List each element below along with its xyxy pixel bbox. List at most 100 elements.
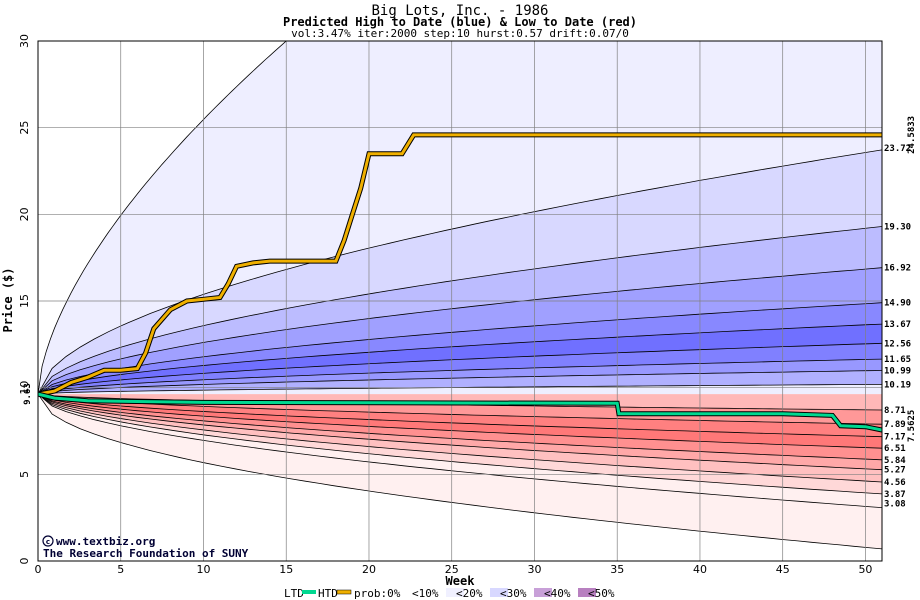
y-tick-label: 0 (18, 558, 31, 565)
percentile-end-label: 4.56 (884, 478, 906, 488)
upper-band (38, 302, 882, 395)
legend-prob-swatch (490, 588, 508, 597)
percentile-end-label: 3.87 (884, 490, 906, 500)
lower-band (38, 394, 882, 494)
y-tick-label: 5 (18, 471, 31, 478)
lower-band (38, 394, 882, 549)
legend-htd-swatch (336, 589, 352, 595)
percentile-curve (38, 393, 882, 483)
percentile-end-label: 6.51 (884, 444, 906, 454)
lower-band (38, 394, 882, 449)
upper-band (38, 370, 882, 395)
htd-series-line (38, 133, 882, 396)
legend: LTD HTD prob:0% <10% <20% <30% <40% <50% (284, 587, 615, 600)
percentile-curve (38, 393, 882, 438)
copyright-icon-letter: c (46, 538, 50, 546)
percentile-curve (38, 393, 882, 508)
percentile-end-label: 14.90 (884, 299, 911, 309)
credit-block: c www.textbiz.org The Research Foundatio… (42, 535, 249, 560)
y-tick-label: 10 (18, 381, 31, 395)
upper-band (38, 343, 882, 395)
y-axis-label: Price ($) (1, 267, 15, 332)
legend-prob-swatch (446, 588, 464, 597)
lower-band (38, 394, 882, 470)
y-tick-label: 25 (18, 121, 31, 135)
percentile-curve (38, 393, 882, 471)
legend-prob-swatch (402, 588, 420, 597)
legend-prob-item: <10% (412, 587, 439, 600)
percentile-curve (38, 393, 882, 550)
x-tick-label: 45 (776, 563, 790, 576)
legend-prob-item: <40% (544, 587, 571, 600)
x-tick-label: 10 (196, 563, 210, 576)
legend-prob-item: <30% (500, 587, 527, 600)
plot-area: 0 5 10 15 20 25 30 35 40 45 50 0 5 10 15 20 25 30 9.63 23.7… (18, 34, 917, 576)
percentile-curve (38, 342, 882, 395)
percentile-curve (38, 358, 882, 395)
lower-band (38, 394, 882, 482)
credit-url[interactable]: www.textbiz.org (56, 535, 155, 548)
percentile-curve (38, 267, 882, 395)
y-tick-label: 20 (18, 207, 31, 221)
upper-band (38, 149, 882, 395)
x-tick-label: 5 (117, 563, 124, 576)
start-price-label: 9.63 (23, 383, 33, 405)
lower-band (38, 394, 882, 508)
copyright-icon (42, 535, 54, 547)
legend-htd-label: HTD (318, 587, 338, 600)
lower-band (38, 394, 882, 460)
percentile-curve (38, 302, 882, 395)
chart-title: Big Lots, Inc. - 1986 (371, 3, 548, 19)
x-tick-label: 15 (279, 563, 293, 576)
y-tick-label: 30 (18, 34, 31, 48)
ltd-series-line (38, 392, 882, 432)
legend-prob-item: <20% (456, 587, 483, 600)
percentile-curve (38, 226, 882, 395)
percentile-end-label: 5.27 (884, 466, 906, 476)
percentile-end-label: 8.71 (884, 406, 906, 416)
htd-end-label: 24.5833 (907, 116, 917, 154)
legend-prob-item: <50% (588, 587, 615, 600)
percentile-end-label: 7.89 (884, 420, 906, 430)
percentile-end-label: 3.08 (884, 500, 906, 510)
percentile-end-label: 7.17 (884, 433, 906, 443)
legend-prob-label: prob:0% (354, 587, 401, 600)
percentile-curve (38, 393, 882, 449)
credit-organization: The Research Foundation of SUNY (43, 547, 249, 560)
percentile-curve (38, 370, 882, 395)
upper-band (38, 41, 882, 395)
chart-subtitle: Predicted High to Date (blue) & Low to D… (283, 15, 637, 29)
legend-probability-items: <10% <20% <30% <40% <50% (402, 587, 615, 600)
percentile-end-label: 13.67 (884, 320, 911, 330)
percentile-curve (38, 393, 882, 495)
percentile-end-label: 10.99 (884, 367, 911, 377)
percentile-end-label: 23.72 (884, 144, 911, 154)
x-tick-label: 20 (362, 563, 376, 576)
percentile-end-label: 19.30 (884, 222, 911, 232)
x-axis-label: Week (446, 574, 476, 588)
upper-band (38, 359, 882, 395)
percentile-end-label: 11.65 (884, 355, 911, 365)
percentile-end-label: 10.19 (884, 380, 911, 390)
lower-band (38, 394, 882, 437)
legend-prob-swatch (578, 588, 596, 597)
percentile-curve (38, 393, 882, 461)
x-tick-label: 35 (610, 563, 624, 576)
x-tick-label: 40 (693, 563, 707, 576)
upper-band (38, 267, 882, 395)
percentile-curve (38, 41, 882, 395)
legend-prob-swatch (534, 588, 552, 597)
percentile-curve (38, 323, 882, 395)
upper-band (38, 226, 882, 395)
legend-ltd-swatch (302, 590, 316, 594)
x-tick-label: 25 (445, 563, 459, 576)
upper-band (38, 384, 882, 395)
percentile-curve (38, 393, 882, 425)
percentile-end-label: 5.84 (884, 456, 906, 466)
x-tick-label: 0 (35, 563, 42, 576)
legend-ltd-label: LTD (284, 587, 304, 600)
percentile-end-label: 16.92 (884, 264, 911, 274)
ltd-end-label: 7.5625 (907, 410, 917, 443)
plot-frame (37, 40, 883, 562)
